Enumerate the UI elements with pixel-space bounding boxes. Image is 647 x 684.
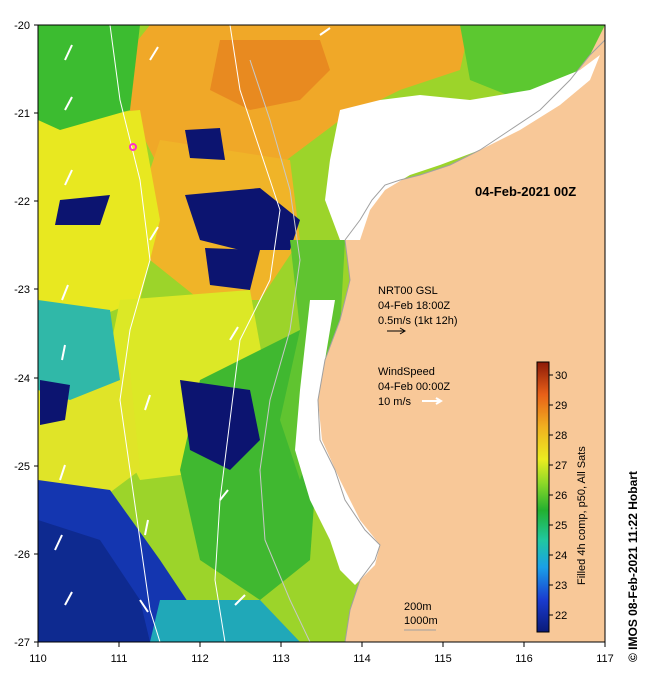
y-tick-label: -21 [14,108,30,120]
wind-arrow [219,489,229,501]
wind-arrow [64,169,73,186]
wind-arrow [61,284,69,301]
cloud-cover-coastal [325,55,600,240]
current-legend: NRT00 GSL 04-Feb 18:00Z 0.5m/s (1kt 12h) [378,285,457,335]
current-scale-arrow [387,327,406,335]
colorbar-tick-label: 27 [555,460,567,472]
y-tick-label: -20 [14,20,30,32]
wind-scale-arrow [422,397,443,405]
wind-arrow [229,326,239,341]
current-legend-line1: NRT00 GSL [378,285,438,297]
depth-contour-1000m [109,25,161,642]
nodata-blob-3 [55,195,110,225]
colorbar-tick-label: 25 [555,520,567,532]
wind-arrow [64,591,73,606]
colorbar-ticks: 30 29 28 27 26 25 24 23 22 [549,370,567,622]
wind-arrow [64,96,73,111]
x-tick-label: 111 [111,653,128,665]
colorbar-label: Filled 4h comp, p50, All Sats [576,446,588,585]
land-mass [318,25,605,642]
wind-arrow [139,599,149,613]
nodata-blob-4 [180,380,260,470]
wind-arrow [149,46,159,61]
site-marker [129,143,137,151]
green-water-northeast [460,25,605,100]
wind-arrow [64,44,73,61]
wind-legend: WindSpeed 04-Feb 00:00Z 10 m/s [378,366,450,408]
current-legend-line2: 04-Feb 18:00Z [378,300,450,312]
wind-arrow [61,344,66,361]
colorbar-tick-label: 24 [555,550,567,562]
wind-arrow [54,534,63,551]
x-tick-label: 116 [515,653,533,665]
x-tick-label: 112 [191,653,209,665]
x-tick-label: 117 [596,653,614,665]
depth-contour-200m [249,59,311,642]
wind-arrow [234,594,246,606]
x-tick-label: 114 [353,653,371,665]
nodata-blob-1 [185,188,300,250]
y-tick-label: -22 [14,196,30,208]
depth-legend-1000m: 1000m [404,615,438,627]
wind-legend-line3: 10 m/s [378,396,412,408]
depth-legend-200m: 200m [404,601,432,613]
map-plot-area: 04-Feb-2021 00Z NRT00 GSL 04-Feb 18:00Z … [38,25,605,642]
y-tick-label: -25 [14,461,30,473]
depth-contour-1000m-b [214,25,281,642]
x-tick-label: 110 [29,653,47,665]
y-axis: -20 -21 -22 -23 -24 -25 -26 -27 [14,20,38,649]
wind-arrow [319,27,331,36]
wind-arrow [149,226,159,241]
wind-arrow [144,519,149,536]
colorbar-tick-label: 22 [555,610,567,622]
wind-legend-line2: 04-Feb 00:00Z [378,381,450,393]
wind-legend-line1: WindSpeed [378,366,435,378]
wind-arrows [54,27,331,613]
y-tick-label: -27 [14,637,30,649]
copyright-credit: © IMOS 08-Feb-2021 11:22 Hobart [626,471,640,662]
colorbar-tick-label: 29 [555,400,567,412]
nodata-blob-6 [185,128,225,160]
map-title: 04-Feb-2021 00Z [475,184,576,199]
x-tick-label: 115 [434,653,452,665]
colorbar: 30 29 28 27 26 25 24 23 22 Filled 4h com… [536,361,588,633]
colorbar-gradient [536,361,550,633]
y-tick-label: -23 [14,284,30,296]
y-tick-label: -26 [14,549,30,561]
warm-water-core [210,40,330,110]
wind-arrow [144,394,151,411]
colorbar-tick-label: 26 [555,490,567,502]
teal-water-west [38,300,120,400]
current-legend-line3: 0.5m/s (1kt 12h) [378,315,457,327]
y-tick-label: -24 [14,373,30,385]
cloud-cover-south [295,300,380,585]
cold-water-deep [38,520,150,642]
coastline-south [317,239,381,642]
depth-legend: 200m 1000m [404,601,438,631]
nodata-blob-2 [205,248,260,290]
green-water-northwest [38,25,140,130]
plot-border [37,24,606,643]
colorbar-tick-label: 28 [555,430,567,442]
colorbar-tick-label: 30 [555,370,567,382]
x-axis: 110 111 112 113 114 115 116 117 [29,642,614,665]
colorbar-tick-label: 23 [555,580,567,592]
wind-arrow [59,464,66,481]
nodata-blob-5 [40,380,70,425]
cool-water-south [150,600,300,642]
coastline [344,39,605,241]
x-tick-label: 113 [272,653,290,665]
